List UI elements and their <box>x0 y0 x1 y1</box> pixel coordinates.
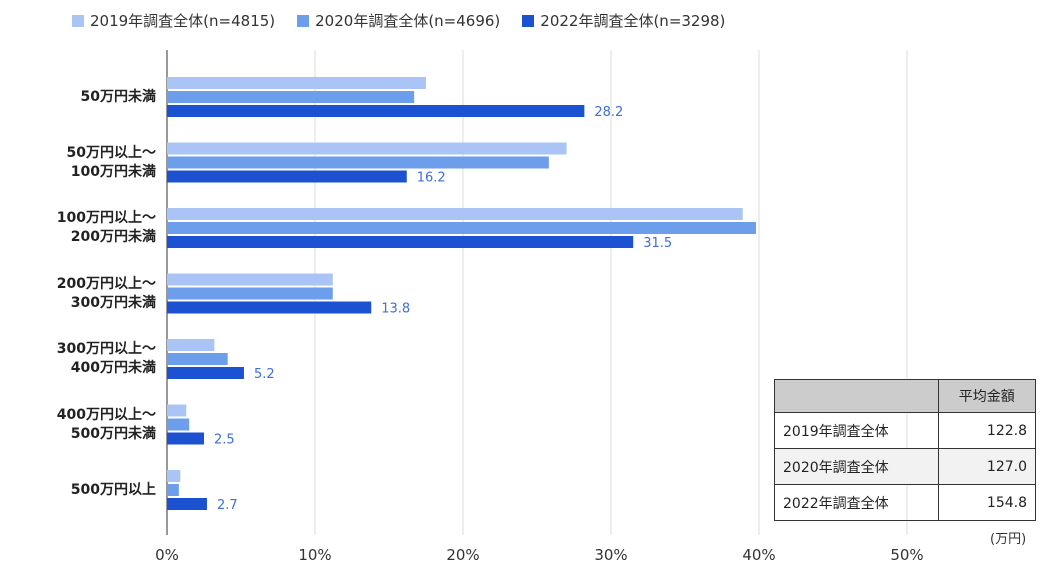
avg-table-row-label: 2022年調査全体 <box>774 484 939 521</box>
category-label-line: 500万円未満 <box>70 425 156 442</box>
category-label: 50万円以上～ 100万円未満 <box>67 144 156 182</box>
x-tick-label: 10% <box>298 546 332 564</box>
avg-table-row-label: 2020年調査全体 <box>774 448 939 485</box>
bar <box>167 484 179 496</box>
data-label: 31.5 <box>643 236 672 251</box>
data-label: 2.5 <box>214 433 235 448</box>
category-label-line: 50万円以上～ <box>66 144 156 161</box>
category-label-line: 300万円以上～ <box>56 341 156 357</box>
avg-table-header: 平均金額 <box>937 379 1037 413</box>
data-label: 5.2 <box>254 367 275 382</box>
x-tick-label: 30% <box>594 546 628 564</box>
bar <box>167 418 190 431</box>
avg-table-row-label: 2019年調査全体 <box>774 412 939 449</box>
avg-table-row: 2019年調査全体 122.8 <box>774 412 1037 449</box>
bar <box>167 432 204 445</box>
category-label-line: 500万円以上 <box>70 481 156 498</box>
legend-item-2019: 2019年調査全体(n=4815) <box>72 10 275 31</box>
x-tick-label: 20% <box>446 546 480 564</box>
data-label: 28.2 <box>594 105 623 120</box>
data-label: 13.8 <box>381 302 410 317</box>
avg-table-row-value: 127.0 <box>937 448 1037 485</box>
bar <box>167 498 207 510</box>
bar <box>167 156 549 169</box>
bar <box>167 222 757 234</box>
bar <box>167 170 407 183</box>
x-tick-label: 50% <box>890 546 924 564</box>
category-label-line: 50万円未満 <box>80 88 156 105</box>
avg-table-corner <box>774 379 939 413</box>
category-label-line: 300万円未満 <box>70 294 156 311</box>
legend-swatch-2022 <box>522 14 535 27</box>
bar <box>167 236 634 248</box>
category-label: 500万円以上 <box>71 481 156 500</box>
legend-item-2020: 2020年調査全体(n=4696) <box>297 10 500 31</box>
bar <box>167 287 333 300</box>
category-label: 200万円以上～ 300万円未満 <box>57 275 156 313</box>
bar <box>167 404 187 417</box>
x-tick-label: 0% <box>155 546 179 564</box>
category-label: 50万円未満 <box>81 88 156 107</box>
category-label-line: 100万円以上～ <box>56 210 156 226</box>
category-label: 400万円以上～ 500万円未満 <box>57 406 156 444</box>
x-tick-label: 40% <box>742 546 776 564</box>
category-label-line: 400万円未満 <box>70 360 156 376</box>
bar <box>167 77 426 89</box>
data-label: 16.2 <box>417 171 446 186</box>
data-label: 2.7 <box>217 498 238 513</box>
bar <box>167 105 585 117</box>
category-label: 300万円以上～ 400万円未満 <box>57 340 156 378</box>
bar <box>167 301 372 314</box>
average-amount-table: 平均金額 2019年調査全体 122.8 2020年調査全体 127.0 202… <box>774 379 1037 521</box>
bar <box>167 339 215 351</box>
legend: 2019年調査全体(n=4815) 2020年調査全体(n=4696) 2022… <box>72 10 725 31</box>
legend-item-2022: 2022年調査全体(n=3298) <box>522 10 725 31</box>
category-label-line: 400万円以上～ <box>56 406 156 423</box>
category-label-line: 200万円以上～ <box>56 275 156 292</box>
bar <box>167 470 181 482</box>
legend-swatch-2019 <box>72 14 84 27</box>
bar <box>167 142 567 155</box>
bar <box>167 353 228 365</box>
legend-label-2019: 2019年調査全体(n=4815) <box>90 12 276 30</box>
bar <box>167 273 333 286</box>
legend-label-2020: 2020年調査全体(n=4696) <box>315 12 501 30</box>
avg-table-row-value: 122.8 <box>937 412 1037 449</box>
legend-swatch-2020 <box>297 14 310 27</box>
avg-table-row-value: 154.8 <box>937 484 1037 521</box>
category-label-line: 200万円未満 <box>70 229 156 245</box>
legend-label-2022: 2022年調査全体(n=3298) <box>540 12 726 30</box>
avg-table-header-row: 平均金額 <box>774 379 1037 413</box>
category-label-line: 100万円未満 <box>70 163 156 180</box>
avg-table-unit: (万円) <box>990 532 1027 547</box>
avg-table-row: 2022年調査全体 154.8 <box>774 484 1037 521</box>
avg-table-row: 2020年調査全体 127.0 <box>774 448 1037 485</box>
category-label: 100万円以上～ 200万円未満 <box>57 209 156 247</box>
bar <box>167 91 415 103</box>
bar <box>167 367 244 379</box>
bar <box>167 208 743 220</box>
